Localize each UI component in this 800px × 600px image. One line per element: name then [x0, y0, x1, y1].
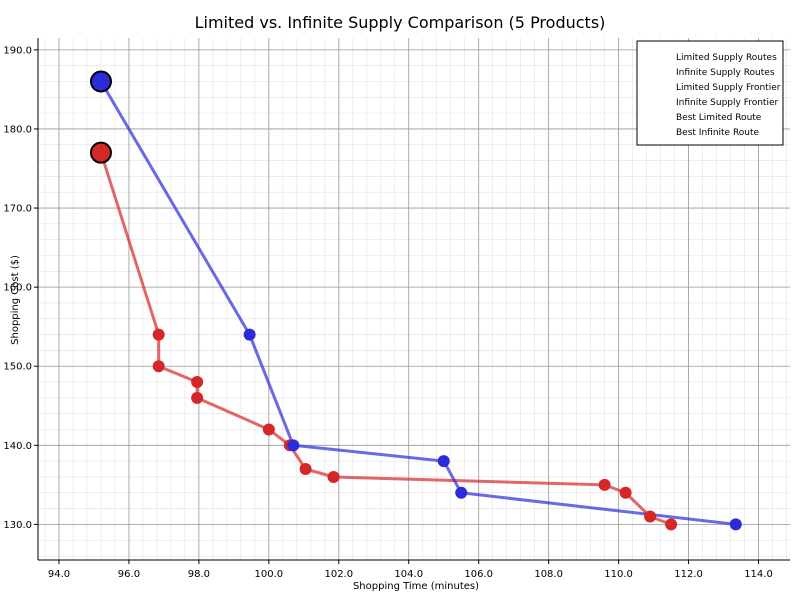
- infinite-route-point: [287, 439, 300, 452]
- limited-route-point: [327, 470, 340, 483]
- y-tick-label: 160.0: [3, 283, 32, 294]
- x-tick-label: 102.0: [324, 569, 353, 580]
- x-tick-label: 108.0: [534, 569, 563, 580]
- x-tick-label: 104.0: [394, 569, 423, 580]
- limited-route-point: [191, 376, 204, 389]
- x-tick-label: 94.0: [48, 569, 70, 580]
- best-limited-route-marker: [89, 141, 112, 164]
- chart-title: Limited vs. Infinite Supply Comparison (…: [195, 13, 606, 32]
- x-tick-label: 106.0: [464, 569, 493, 580]
- limited-frontier-line: [99, 152, 672, 526]
- limited-route-point: [619, 486, 632, 499]
- y-tick-label: 190.0: [3, 45, 32, 56]
- x-axis-label: Shopping Time (minutes): [353, 581, 479, 592]
- x-tick-label: 96.0: [118, 569, 140, 580]
- infinite-route-point: [437, 455, 450, 468]
- infinite-frontier-line: [99, 80, 736, 526]
- limited-route-point: [262, 423, 275, 436]
- axes: 94.0 96.0 98.0 100.0 102.0 104.0 106.0 108.0 110…: [3, 38, 790, 580]
- x-tick-label: 114.0: [744, 569, 773, 580]
- limited-route-point: [152, 328, 165, 341]
- limited-route-point: [152, 360, 165, 373]
- x-tick-label: 110.0: [604, 569, 633, 580]
- y-tick-label: 150.0: [3, 362, 32, 373]
- infinite-route-point: [729, 518, 742, 531]
- y-axis-label: Shopping Cost ($): [10, 255, 21, 345]
- series-points: [89, 70, 742, 531]
- x-tick-label: 100.0: [255, 569, 284, 580]
- limited-route-point: [191, 391, 204, 404]
- infinite-route-point: [455, 486, 468, 499]
- legend-item-infinite-routes: Infinite Supply Routes: [676, 68, 775, 78]
- best-infinite-route-marker: [89, 70, 112, 93]
- legend-item-infinite-frontier: Infinite Supply Frontier: [676, 98, 778, 108]
- limited-route-point: [644, 510, 657, 523]
- y-tick-label: 140.0: [3, 441, 32, 452]
- infinite-route-point: [243, 328, 256, 341]
- limited-route-point: [299, 463, 312, 476]
- y-tick-label: 130.0: [3, 520, 32, 531]
- legend-item-limited-routes: Limited Supply Routes: [676, 53, 777, 63]
- limited-route-point: [665, 518, 678, 531]
- legend-item-limited-frontier: Limited Supply Frontier: [676, 83, 781, 93]
- x-tick-label: 112.0: [674, 569, 703, 580]
- legend: Limited Supply Routes Infinite Supply Ro…: [636, 40, 784, 146]
- limited-route-point: [598, 478, 611, 491]
- legend-item-best-infinite: Best Infinite Route: [676, 128, 760, 138]
- legend-box: [636, 40, 784, 146]
- x-tick-label: 98.0: [188, 569, 210, 580]
- grid: [38, 38, 790, 560]
- legend-item-best-limited: Best Limited Route: [676, 113, 762, 123]
- y-tick-label: 170.0: [3, 204, 32, 215]
- y-tick-label: 180.0: [3, 124, 32, 135]
